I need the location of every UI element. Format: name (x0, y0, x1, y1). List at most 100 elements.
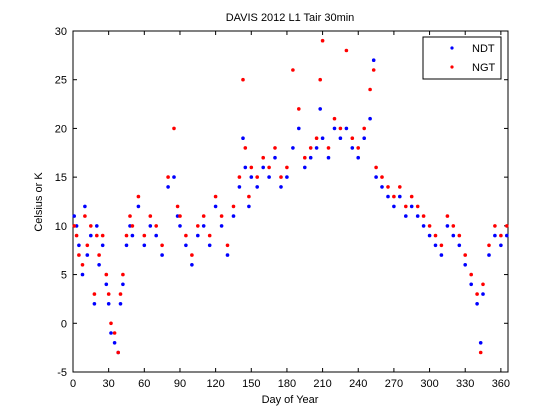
y-tick-label: 0 (61, 318, 67, 330)
data-point-ngt (77, 253, 81, 257)
data-point-ngt (166, 175, 170, 179)
data-point-ngt (247, 194, 251, 199)
data-point-ndt (415, 214, 420, 218)
plot-area (72, 30, 509, 373)
x-tick-label: 90 (174, 378, 186, 390)
legend-label-ndt: NDT (472, 43, 495, 55)
data-point-ngt (130, 224, 135, 228)
data-point-ngt (392, 194, 396, 199)
data-point-ngt (95, 233, 99, 238)
data-point-ndt (273, 155, 277, 160)
data-point-ngt (172, 126, 176, 131)
data-point-ngt (231, 204, 236, 209)
data-point-ndt (219, 224, 224, 228)
data-point-ndt (386, 194, 390, 199)
data-point-ndt (445, 224, 450, 228)
legend-box (422, 36, 502, 80)
data-point-ngt (487, 243, 491, 248)
data-point-ngt (338, 126, 343, 131)
data-point-ndt (178, 224, 182, 228)
data-point-ngt (356, 146, 361, 150)
data-point-ndt (112, 341, 117, 345)
data-point-ngt (109, 321, 113, 326)
legend-label-ngt: NGT (472, 62, 496, 74)
data-point-ngt (83, 214, 87, 218)
data-point-ngt (237, 175, 242, 179)
data-point-ngt (332, 116, 337, 121)
data-point-ndt (184, 243, 188, 248)
data-point-ndt (89, 233, 93, 238)
data-point-ngt (136, 194, 141, 199)
data-point-ngt (409, 194, 414, 199)
data-point-ndt (308, 155, 313, 160)
data-point-ngt (481, 282, 485, 287)
data-point-ndt (85, 253, 90, 257)
data-point-ngt (308, 146, 313, 150)
data-point-ndt (172, 175, 176, 179)
data-point-ngt (121, 272, 125, 277)
data-point-ndt (166, 185, 170, 189)
x-tick-label: 30 (103, 378, 115, 390)
data-point-ndt (499, 243, 503, 248)
data-point-ngt (318, 77, 323, 82)
data-point-ndt (225, 253, 230, 257)
data-point-ndt (320, 136, 325, 140)
data-point-ngt (72, 224, 76, 228)
data-point-ndt (106, 302, 111, 306)
data-point-ndt (92, 302, 97, 306)
x-tick-label: 210 (313, 378, 331, 390)
data-point-ngt (85, 243, 90, 248)
data-point-ndt (338, 136, 343, 140)
data-point-ngt (80, 263, 85, 267)
data-point-ngt (148, 214, 153, 218)
data-point-ndt (237, 185, 242, 189)
data-point-ngt (89, 224, 93, 228)
data-point-ndt (493, 233, 497, 238)
data-point-ngt (499, 233, 503, 238)
data-point-ngt (249, 165, 254, 170)
data-point-ngt (255, 175, 259, 179)
data-point-ngt (112, 331, 117, 335)
data-point-ndt (433, 243, 438, 248)
data-point-ndt (142, 243, 147, 248)
x-tick-labels: 0 30 60 90 120 150 180 210 240 270 300 330 360 (70, 378, 510, 390)
data-point-ngt (92, 292, 97, 296)
data-point-ndt (344, 126, 349, 131)
data-point-ngt (178, 214, 182, 218)
data-point-ndt (478, 341, 483, 345)
data-point-ngt (175, 204, 180, 209)
data-point-ndt (255, 185, 259, 189)
data-point-ngt (463, 253, 468, 257)
data-points (72, 38, 509, 355)
data-point-ngt (267, 165, 271, 170)
data-point-ndt (297, 126, 301, 131)
data-point-ndt (451, 233, 456, 238)
data-point-ndt (291, 146, 295, 150)
x-tick-label: 330 (456, 378, 474, 390)
x-tick-label: 270 (385, 378, 403, 390)
data-point-ngt (445, 214, 450, 218)
y-tick-label: 20 (55, 123, 67, 135)
y-tick-label: -5 (57, 367, 67, 379)
data-point-ngt (279, 175, 283, 179)
x-axis-label: Day of Year (262, 394, 319, 406)
data-point-ndt (95, 224, 99, 228)
data-point-ngt (374, 165, 378, 170)
data-point-ngt (380, 175, 384, 179)
data-point-ngt (344, 48, 349, 53)
data-point-ngt (505, 224, 509, 228)
y-tick-label: 30 (55, 26, 67, 38)
data-point-ngt (303, 155, 307, 160)
data-point-ndt (267, 175, 271, 179)
y-tick-label: 25 (55, 75, 67, 87)
data-point-ndt (124, 243, 129, 248)
data-point-ndt (368, 116, 372, 121)
x-tick-label: 150 (242, 378, 260, 390)
data-point-ngt (104, 272, 109, 277)
data-point-ngt (478, 350, 483, 355)
data-point-ngt (74, 233, 79, 238)
data-point-ngt (124, 233, 129, 238)
x-tick-label: 300 (420, 378, 438, 390)
y-tick-label: 5 (61, 270, 67, 282)
data-point-ndt (80, 272, 85, 277)
